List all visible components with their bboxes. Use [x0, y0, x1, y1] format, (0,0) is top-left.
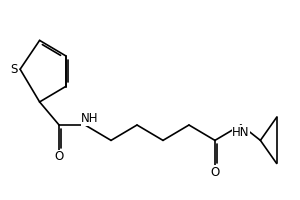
Text: S: S [11, 63, 18, 76]
Text: O: O [210, 166, 220, 179]
Text: O: O [55, 150, 64, 163]
Text: NH: NH [81, 112, 99, 126]
Text: HN: HN [232, 126, 250, 138]
